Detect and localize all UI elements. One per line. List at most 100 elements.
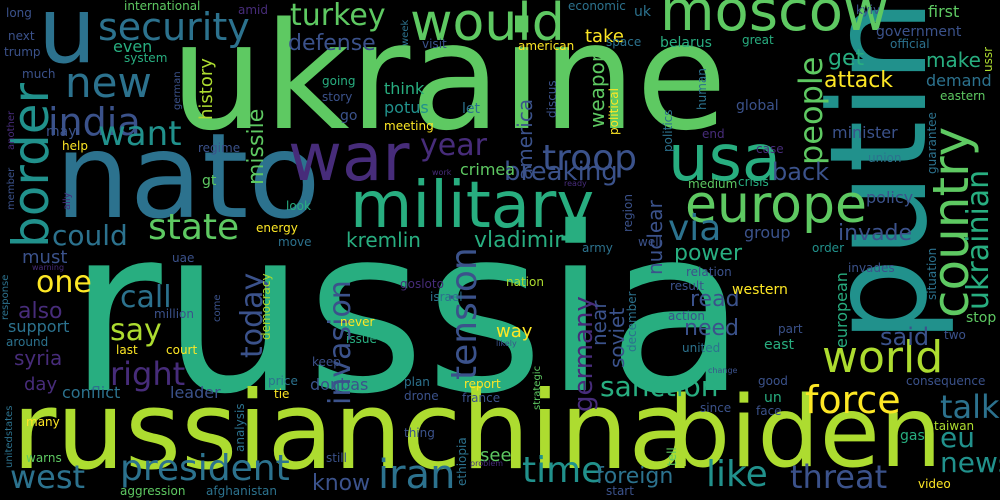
word-never: never xyxy=(340,315,374,329)
word-security: security xyxy=(98,5,250,49)
word-time: time xyxy=(522,450,603,491)
word-putin: putin xyxy=(801,0,957,343)
word-part: part xyxy=(778,322,803,336)
word-move: move xyxy=(278,235,312,249)
word-would: would xyxy=(410,0,565,53)
word-unitedstates: unitedstates xyxy=(4,406,15,468)
word-go: go xyxy=(340,108,357,124)
word-via: via xyxy=(668,208,721,249)
word-around: around xyxy=(6,335,48,349)
word-gas: gas xyxy=(900,428,925,444)
word-power: power xyxy=(674,241,743,266)
word-invades: invades xyxy=(848,261,895,275)
word-belarus: belarus xyxy=(660,35,712,51)
word-west: west xyxy=(10,458,85,496)
word-eu: eu xyxy=(940,421,975,454)
word-america: america xyxy=(513,99,537,180)
word-german: german xyxy=(172,71,183,110)
word-group: group xyxy=(744,223,790,242)
word-russia: russia xyxy=(68,178,747,444)
word-breaking: breaking xyxy=(504,157,618,187)
word-nation: nation xyxy=(506,275,544,289)
word-turkey: turkey xyxy=(290,0,386,33)
word-going: going xyxy=(322,74,356,88)
word-vladimir: vladimir xyxy=(474,228,564,253)
word-want: want xyxy=(98,114,182,154)
word-defense: defense xyxy=(288,31,376,56)
word-help: help xyxy=(62,139,88,153)
word-ukrainian: ukrainian xyxy=(961,170,996,310)
word-also: also xyxy=(18,299,63,324)
word-afghanistan: afghanistan xyxy=(206,484,277,498)
word-economic: economic xyxy=(568,0,626,13)
word-get: get xyxy=(828,46,865,71)
word-situation: situation xyxy=(925,248,939,300)
word-order: order xyxy=(812,241,844,255)
word-plan: plan xyxy=(404,375,430,389)
word-could: could xyxy=(52,219,128,252)
word-story: story xyxy=(322,90,352,104)
word-ready: ready xyxy=(564,179,587,188)
word-since: since xyxy=(700,401,731,415)
word-case: case xyxy=(756,142,784,156)
word-space: space xyxy=(606,35,641,49)
word-last: last xyxy=(116,343,138,357)
word-aggression: aggression xyxy=(120,484,185,498)
word-know: know xyxy=(312,471,370,496)
word-missile: missile xyxy=(244,109,269,185)
word-country: country xyxy=(922,127,980,318)
word-potus: potus xyxy=(384,98,429,117)
word-politics: politics xyxy=(661,109,675,152)
word-problem: problem xyxy=(470,459,503,468)
word-end: end xyxy=(702,127,725,141)
word-call: call xyxy=(120,280,172,315)
word-support: support xyxy=(8,317,69,336)
word-let: let xyxy=(462,101,481,117)
word-attack: attack xyxy=(824,68,893,93)
word-face: face xyxy=(756,404,782,418)
word-ethiopia: ethiopia xyxy=(455,437,469,486)
word-work: work xyxy=(432,168,452,177)
word-next: next xyxy=(8,29,35,43)
word-near: near xyxy=(587,300,611,346)
word-threat: threat xyxy=(790,458,887,496)
word-ally: ally xyxy=(62,192,73,210)
word-news: news xyxy=(940,446,1000,479)
word-meeting: meeting xyxy=(384,119,434,133)
word-consequence: consequence xyxy=(906,374,985,388)
word-east: east xyxy=(764,337,794,353)
word-u: u xyxy=(38,0,96,84)
word-back: back xyxy=(772,158,829,186)
word-long: long xyxy=(6,6,32,20)
word-gosloto: gosloto xyxy=(400,277,444,291)
word-warning: warning xyxy=(32,263,64,272)
word-nato: nato xyxy=(55,107,321,245)
word-united: united xyxy=(682,341,720,355)
word-change: change xyxy=(708,366,738,375)
word-much: much xyxy=(22,67,56,81)
word-global: global xyxy=(736,98,779,114)
word-say: say xyxy=(110,313,162,348)
word-may: may xyxy=(46,124,77,140)
word-conflict: conflict xyxy=(62,383,120,402)
word-price: price xyxy=(268,374,298,388)
word-tell: tell xyxy=(665,447,679,466)
word-weapon: weapon xyxy=(585,49,609,128)
word-world: world xyxy=(822,332,943,383)
word-make: make xyxy=(926,48,981,72)
word-democracy: democracy xyxy=(259,273,273,340)
word-talk: talk xyxy=(940,388,1000,426)
word-europe: europe xyxy=(685,175,867,235)
word-tie: tie xyxy=(274,387,289,401)
word-president: president xyxy=(120,448,290,489)
word-look: look xyxy=(286,199,311,213)
word-uk: uk xyxy=(634,4,652,20)
word-state: state xyxy=(148,207,239,248)
word-kyiv: kyiv xyxy=(856,3,880,17)
word-think: think xyxy=(384,79,425,98)
word-analysis: analysis xyxy=(233,403,247,452)
word-visit: visit xyxy=(422,37,447,51)
word-leader: leader xyxy=(170,383,221,402)
